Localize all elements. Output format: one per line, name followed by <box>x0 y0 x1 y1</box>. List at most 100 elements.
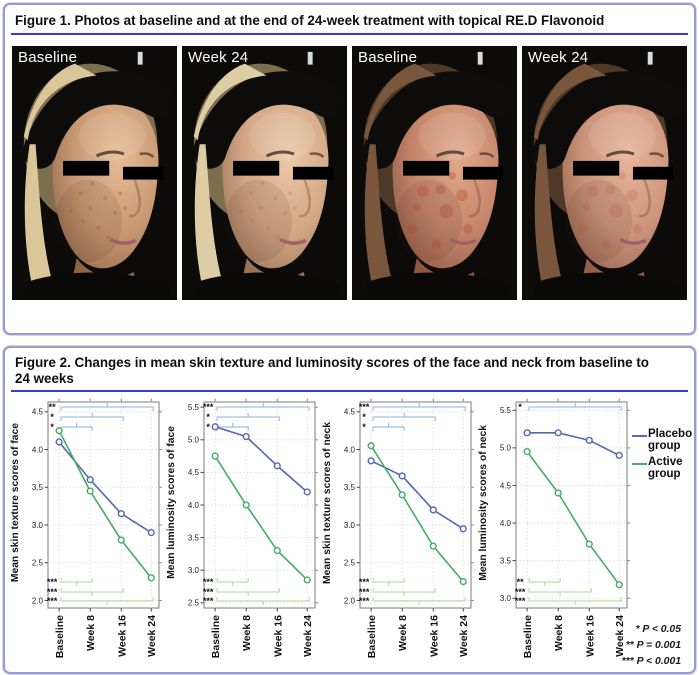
chart-svg-mean-skin-texture-scores-of-neck: 2.0 2.5 3.0 3.5 4.0 4.5 Baseline Week 8 Week 16 W… <box>344 398 474 658</box>
significance-bracket-top <box>216 412 280 421</box>
active-group-marker <box>117 536 125 544</box>
significance-bracket-bottom <box>216 587 280 596</box>
significance-stars: *** <box>203 596 214 606</box>
placebo-group-marker <box>367 456 375 465</box>
placebo-group-marker <box>554 428 562 437</box>
chart-svg-mean-luminosity-scores-of-face: 2.5 3.0 3.5 4.0 4.5 5.0 5.5 Baseline Week 8 Week … <box>188 398 318 658</box>
active-group-marker <box>615 580 623 588</box>
significance-stars: *** <box>515 587 526 597</box>
figure1-title-underline <box>11 33 688 36</box>
chart-skin-texture-neck-plot: 2.0 2.5 3.0 3.5 4.0 4.5 Baseline Week 8 Week 16 W… <box>335 395 476 675</box>
significance-bracket-top <box>528 402 622 411</box>
x-tick-label: Week 16 <box>116 615 128 657</box>
y-axis-label: Mean luminosity scores of face <box>166 426 177 580</box>
significance-bracket-top <box>216 402 310 411</box>
y-tick-label: 2.5 <box>344 558 356 567</box>
placebo-group-marker <box>615 451 623 459</box>
x-tick-label: Week 24 <box>146 615 158 657</box>
photo-label: Baseline <box>358 49 418 67</box>
x-tick-label: Week 8 <box>85 615 97 651</box>
placebo-group-marker <box>429 505 437 514</box>
active-group-line <box>214 455 308 581</box>
face-photo-illustration <box>182 46 347 296</box>
active-group-marker <box>242 501 250 509</box>
pvalue-note: ** P = 0.001 <box>625 640 681 651</box>
active-group-marker <box>523 447 531 455</box>
pvalue-key: * P < 0.05 ** P = 0.001 *** P < 0.001 <box>622 619 681 667</box>
y-tick-label: 4.5 <box>500 481 512 490</box>
significance-stars: *** <box>203 577 214 587</box>
significance-stars: ** <box>49 402 57 412</box>
active-line-swatch <box>632 462 647 465</box>
figure2-title-underline <box>11 389 688 392</box>
y-tick-label: 4.0 <box>32 445 44 454</box>
active-group-marker <box>585 540 593 548</box>
significance-stars: * <box>50 422 54 432</box>
significance-stars: *** <box>359 577 370 587</box>
active-group-marker <box>429 542 437 550</box>
figure1-panel: Figure 1. Photos at baseline and at the … <box>3 3 696 335</box>
placebo-group-marker <box>117 509 125 517</box>
chart-luminosity-neck: Mean luminosity scores of neck 3.0 3.5 4.0… <box>476 395 632 675</box>
figure1-title: Figure 1. Photos at baseline and at the … <box>15 13 605 28</box>
placebo-group-marker <box>459 524 467 533</box>
legend-item-placebo: Placebo group <box>632 428 692 453</box>
y-tick-label: 4.0 <box>344 445 356 454</box>
placebo-group-marker <box>86 475 94 484</box>
active-group-line <box>58 429 152 579</box>
placebo-group-line <box>214 425 308 493</box>
significance-stars: *** <box>203 587 214 597</box>
plot-border <box>47 401 160 609</box>
active-group-line <box>526 450 620 585</box>
plot-border <box>359 401 472 609</box>
photo-patient2-week24: Week 24 <box>522 46 687 301</box>
significance-bracket-top <box>372 422 405 431</box>
significance-bracket-bottom <box>372 577 405 586</box>
significance-bracket-top <box>372 402 466 411</box>
y-tick-label: 3.5 <box>188 533 200 542</box>
chart-luminosity-neck-plot: 3.0 3.5 4.0 4.5 5.0 5.5 Baseline Week 8 Week 16 W… <box>491 395 632 675</box>
significance-stars: *** <box>47 596 58 606</box>
x-tick-label: Week 24 <box>614 615 626 657</box>
y-axis-label: Mean skin texture scores of neck <box>322 421 333 584</box>
x-tick-label: Baseline <box>54 615 66 658</box>
significance-bracket-bottom <box>60 596 154 605</box>
significance-bracket-top <box>60 412 124 421</box>
x-tick-label: Baseline <box>522 615 534 658</box>
active-group-marker <box>367 441 375 450</box>
placebo-group-marker <box>211 422 219 431</box>
significance-stars: *** <box>359 587 370 597</box>
placebo-group-marker <box>585 436 593 444</box>
significance-bracket-bottom <box>372 596 466 605</box>
chart-legend: Placebo group Active group <box>632 395 692 485</box>
significance-bracket-bottom <box>528 596 622 605</box>
x-tick-label: Week 16 <box>428 615 440 657</box>
x-tick-label: Week 8 <box>397 615 409 651</box>
face-photo <box>12 46 177 296</box>
y-tick-label: 2.0 <box>344 596 356 605</box>
active-group-marker <box>554 489 562 497</box>
chart-skin-texture-neck: Mean skin texture scores of neck 2.0 2.5 3… <box>320 395 476 675</box>
y-tick-label: 3.5 <box>344 483 356 492</box>
significance-bracket-bottom <box>216 596 310 605</box>
significance-stars: * <box>50 412 54 422</box>
y-axis-label: Mean luminosity scores of neck <box>478 424 489 581</box>
placebo-group-marker <box>398 472 406 480</box>
face-photo-illustration <box>522 46 687 296</box>
y-tick-label: 3.0 <box>188 566 200 575</box>
x-tick-label: Week 24 <box>302 615 314 657</box>
figure2-panel: Figure 2. Changes in mean skin texture a… <box>3 346 696 674</box>
active-group-marker <box>147 573 155 582</box>
x-tick-label: Baseline <box>366 615 378 658</box>
placebo-group-marker <box>273 461 281 470</box>
significance-stars: * <box>362 412 366 422</box>
significance-stars: *** <box>515 596 526 606</box>
photo-patient1-week24: Week 24 <box>182 46 347 301</box>
legend-item-active: Active group <box>632 456 690 481</box>
significance-stars: *** <box>47 587 58 597</box>
placebo-group-marker <box>147 528 155 536</box>
y-tick-label: 4.5 <box>32 407 44 416</box>
placebo-group-marker <box>242 432 250 440</box>
significance-bracket-bottom <box>60 577 93 586</box>
significance-bracket-bottom <box>528 577 561 586</box>
